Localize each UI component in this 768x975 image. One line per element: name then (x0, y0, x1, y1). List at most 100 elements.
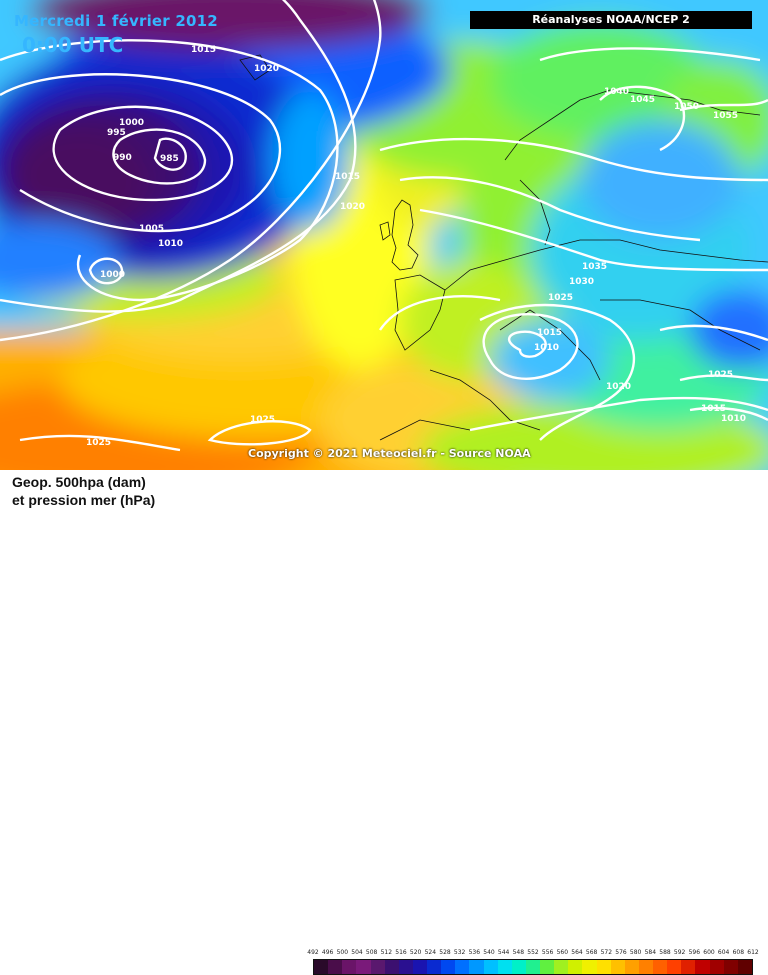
scale-tick-label: 588 (659, 949, 671, 956)
color-scale-ticks: 492 496 500 504 508 512 516 520 524 528 532 536 540 5… (307, 949, 758, 957)
color-scale: 492 496 500 504 508 512 516 520 524 528 532 536 540 5… (307, 949, 759, 975)
scale-color-swatch (667, 960, 682, 974)
color-scale-bar (313, 959, 753, 975)
isobar-label: 985 (160, 154, 179, 164)
isobar-label: 1000 (100, 270, 125, 280)
isobar-label: 1025 (548, 293, 573, 303)
isobar-label: 1055 (713, 111, 738, 121)
isobar-label: 1015 (537, 328, 562, 338)
legend-title-line1: Geop. 500hpa (dam) (12, 474, 146, 490)
scale-color-swatch (695, 960, 710, 974)
scale-color-swatch (525, 960, 540, 974)
isobar-label: 1025 (250, 415, 275, 425)
scale-tick-label: 572 (600, 949, 613, 956)
isobar-label: 1015 (335, 172, 360, 182)
scale-tick-label: 580 (629, 949, 642, 956)
scale-tick-label: 508 (365, 949, 378, 956)
map-canvas: 1015 1020 1000 995 990 985 1005 1010 100… (0, 0, 768, 470)
scale-color-swatch (624, 960, 639, 974)
isobar-label: 1030 (569, 277, 594, 287)
scale-color-swatch (342, 960, 357, 974)
isobar-label: 995 (107, 128, 126, 138)
scale-color-swatch (596, 960, 611, 974)
map-date: Mercredi 1 février 2012 (14, 12, 218, 30)
isobar-label: 1040 (604, 87, 629, 97)
isobar-label: 1025 (708, 370, 733, 380)
scale-color-swatch (610, 960, 625, 974)
scale-color-swatch (384, 960, 399, 974)
scale-tick-label: 504 (351, 949, 363, 956)
scale-tick-label: 516 (395, 949, 407, 956)
data-source-banner: Réanalyses NOAA/NCEP 2 (470, 11, 752, 29)
isobar-label: 1015 (701, 404, 726, 414)
isobar-label: 1050 (674, 102, 699, 112)
copyright-notice: Copyright © 2021 Meteociel.fr - Source N… (248, 447, 531, 460)
scale-tick-label: 540 (483, 949, 495, 956)
scale-color-swatch (653, 960, 668, 974)
isobar-label: 1000 (119, 118, 144, 128)
scale-tick-label: 548 (512, 949, 525, 956)
isobar-label: 1020 (254, 64, 279, 74)
scale-color-swatch (709, 960, 724, 974)
isobar-label: 1025 (86, 438, 111, 448)
isobar-label: 1010 (534, 343, 559, 353)
scale-tick-label: 560 (556, 949, 569, 956)
isobar-label: 1045 (630, 95, 655, 105)
scale-tick-label: 544 (497, 949, 510, 956)
scale-color-swatch (582, 960, 597, 974)
scale-color-swatch (398, 960, 413, 974)
isobar-label: 990 (113, 153, 132, 163)
legend-title-line2: et pression mer (hPa) (12, 492, 156, 508)
scale-color-swatch (723, 960, 738, 974)
isobar-label: 1010 (721, 414, 746, 424)
isobars (0, 0, 768, 452)
isobar-label: 1005 (139, 224, 164, 234)
scale-tick-label: 532 (453, 949, 466, 956)
scale-tick-label: 552 (527, 949, 539, 956)
map-footer: Geop. 500hpa (dam) et pression mer (hPa)… (0, 470, 768, 975)
isobar-labels: 1015 1020 1000 995 990 985 1005 1010 100… (86, 45, 746, 448)
isobar-label: 1035 (582, 262, 607, 272)
scale-tick-label: 492 (307, 949, 319, 956)
scale-color-swatch (497, 960, 512, 974)
scale-tick-label: 556 (541, 949, 554, 956)
scale-tick-label: 496 (321, 949, 334, 956)
scale-color-swatch (540, 960, 555, 974)
scale-tick-label: 608 (732, 949, 745, 956)
scale-color-swatch (568, 960, 583, 974)
scale-tick-label: 528 (439, 949, 451, 956)
scale-tick-label: 576 (615, 949, 627, 956)
scale-color-swatch (554, 960, 569, 974)
scale-tick-label: 568 (585, 949, 598, 956)
scale-color-swatch (370, 960, 385, 974)
scale-tick-label: 564 (571, 949, 583, 956)
scale-tick-label: 604 (717, 949, 730, 956)
scale-color-swatch (412, 960, 427, 974)
scale-color-swatch (455, 960, 470, 974)
scale-color-swatch (737, 960, 752, 974)
scale-color-swatch (356, 960, 371, 974)
scale-color-swatch (314, 960, 329, 974)
scale-tick-label: 512 (380, 949, 393, 956)
scale-color-swatch (328, 960, 343, 974)
map-time: 0:00 UTC (22, 33, 124, 57)
scale-tick-label: 596 (688, 949, 701, 956)
scale-color-swatch (483, 960, 498, 974)
geopotential-field (0, 0, 768, 470)
scale-tick-label: 592 (673, 949, 686, 956)
scale-color-swatch (441, 960, 456, 974)
scale-color-swatch (681, 960, 696, 974)
isobar-label: 1015 (191, 45, 216, 55)
scale-tick-label: 500 (336, 949, 349, 956)
scale-tick-label: 524 (424, 949, 437, 956)
scale-color-swatch (469, 960, 484, 974)
scale-tick-label: 520 (409, 949, 422, 956)
scale-tick-label: 536 (468, 949, 481, 956)
scale-color-swatch (511, 960, 526, 974)
weather-map: 1015 1020 1000 995 990 985 1005 1010 100… (0, 0, 768, 470)
scale-tick-label: 612 (747, 949, 759, 956)
isobar-label: 1020 (606, 382, 631, 392)
scale-tick-label: 600 (703, 949, 715, 956)
scale-tick-label: 584 (644, 949, 657, 956)
isobar-label: 1020 (340, 202, 365, 212)
